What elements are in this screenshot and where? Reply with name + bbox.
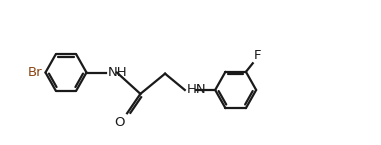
Text: HN: HN — [186, 84, 206, 96]
Text: NH: NH — [108, 66, 127, 79]
Text: O: O — [114, 116, 125, 129]
Text: F: F — [254, 49, 261, 62]
Text: Br: Br — [28, 66, 42, 79]
